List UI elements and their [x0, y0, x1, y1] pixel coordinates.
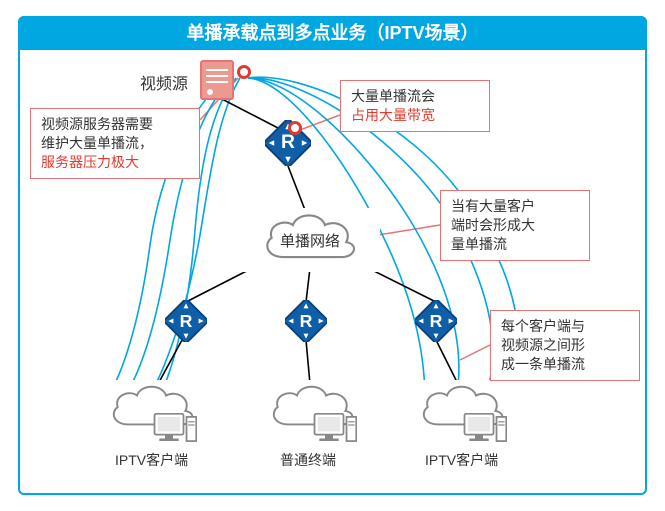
callout-bandwidth: 大量单播流会占用大量带宽: [340, 80, 490, 132]
endpoint-label: 普通终端: [280, 450, 336, 470]
callout-line: 成一条单播流: [501, 355, 629, 374]
source-highlight-dot: [237, 65, 251, 79]
edge-router-left: R: [165, 300, 207, 342]
endpoint-label: IPTV客户端: [425, 450, 498, 470]
callout-server-load: 视频源服务器需要维护大量单播流，服务器压力极大: [30, 108, 200, 179]
callout-per-client: 每个客户端与视频源之间形成一条单播流: [490, 310, 640, 381]
callout-line: 维护大量单播流，: [41, 134, 189, 153]
endpoint-cloud: [400, 380, 525, 438]
callout-line: 量单播流: [451, 235, 579, 254]
callout-line: 每个客户端与: [501, 317, 629, 336]
router-highlight-dot: [288, 121, 302, 135]
video-source-label: 视频源: [140, 70, 188, 94]
router-letter: R: [285, 300, 327, 342]
video-source-server-icon: [200, 60, 234, 100]
central-cloud-label: 单播网络: [280, 230, 340, 251]
endpoint-label: IPTV客户端: [115, 450, 188, 470]
callout-line: 视频源之间形: [501, 336, 629, 355]
endpoint-cloud: [90, 380, 215, 438]
edge-router-center: R: [285, 300, 327, 342]
central-cloud: 单播网络: [240, 208, 380, 272]
callout-line: 端时会形成大: [451, 216, 579, 235]
edge-router-right: R: [415, 300, 457, 342]
title-bar: 单播承载点到多点业务（IPTV场景）: [18, 16, 647, 50]
router-letter: R: [415, 300, 457, 342]
callout-line: 大量单播流会: [351, 87, 479, 106]
router-letter: R: [165, 300, 207, 342]
diagram-root: 单播承载点到多点业务（IPTV场景） 单播网络 IPTV客户端 普通终端 IPTV客户端…: [0, 0, 665, 511]
endpoint-cloud: [250, 380, 375, 438]
callout-many-streams: 当有大量客户端时会形成大量单播流: [440, 190, 590, 261]
callout-line: 服务器压力极大: [41, 153, 189, 172]
callout-line: 当有大量客户: [451, 197, 579, 216]
callout-line: 视频源服务器需要: [41, 115, 189, 134]
callout-line: 占用大量带宽: [351, 106, 479, 125]
